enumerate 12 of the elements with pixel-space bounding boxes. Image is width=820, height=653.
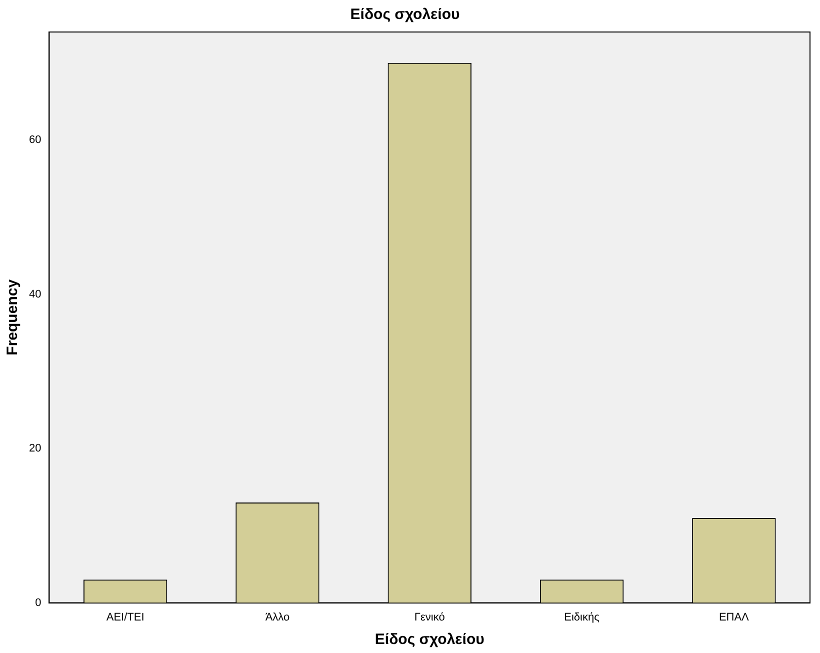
y-tick-label: 40 (28, 288, 42, 300)
y-tick-label: 0 (35, 596, 42, 609)
x-tick-label: Γενικό (414, 611, 445, 624)
x-tick-label: ΕΠΑΛ (718, 611, 750, 624)
x-axis-title: Είδος σχολείου (374, 631, 485, 648)
chart-title: Είδος σχολείου (350, 6, 460, 24)
y-axis-title: Frequency (4, 278, 22, 356)
x-tick-label: Άλλο (265, 611, 290, 624)
x-tick-label: Ειδικής (564, 611, 600, 624)
y-tick-label: 20 (28, 442, 42, 455)
y-tick-label: 60 (28, 134, 42, 146)
x-tick-label: ΑΕΙ/ΤΕΙ (106, 611, 144, 624)
